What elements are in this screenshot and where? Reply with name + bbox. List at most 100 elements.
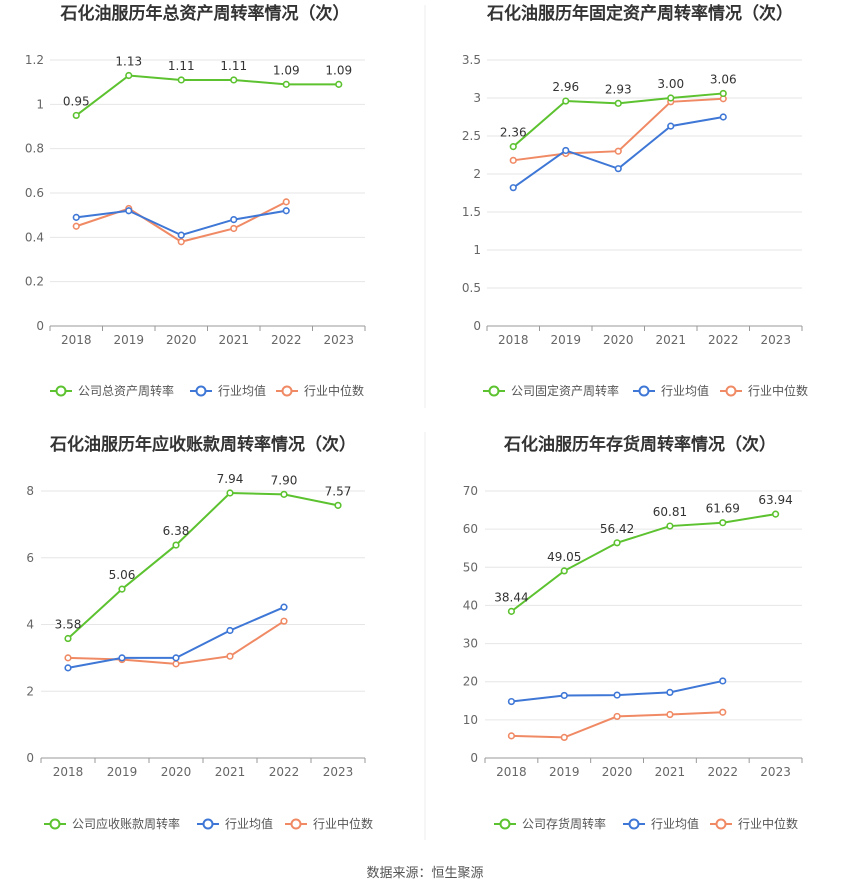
legend-item-median[interactable]: 行业中位数 [720,383,808,398]
data-point-avg[interactable] [118,654,126,662]
data-point-avg[interactable] [280,603,288,611]
legend-item-company[interactable]: 公司固定资产周转率 [483,383,619,398]
data-point-company[interactable] [282,80,290,88]
data-point-company[interactable] [335,80,343,88]
chart-fixed-asset-turnover: 石化油服历年固定资产周转率情况（次） 0 0.5 1 1.5 2 2.5 3 3.5 2018 20… [462,3,808,398]
data-label: 1.09 [325,63,352,77]
data-point-company[interactable] [507,607,516,615]
x-tick-label: 2020 [602,765,633,779]
data-point-median[interactable] [666,710,674,719]
data-label: 7.94 [217,472,244,486]
data-point-company[interactable] [177,76,185,84]
data-point-company[interactable] [118,585,126,593]
data-point-median[interactable] [280,617,288,625]
x-tick-label: 2022 [269,765,300,779]
data-point-avg[interactable] [667,122,675,130]
data-point-median[interactable] [560,733,568,742]
data-point-median[interactable] [613,712,621,721]
data-point-avg[interactable] [507,697,516,706]
legend-marker [202,818,214,830]
data-point-company[interactable] [509,143,517,151]
data-point-avg[interactable] [562,146,570,155]
data-point-avg[interactable] [282,207,290,215]
data-point-company[interactable] [719,89,727,98]
data-point-median[interactable] [226,652,234,660]
data-point-median[interactable] [230,224,238,233]
data-point-avg[interactable] [509,184,517,192]
data-point-company[interactable] [334,501,342,509]
data-point-company[interactable] [614,99,622,107]
legend-item-avg[interactable]: 行业均值 [633,383,709,398]
x-tick-label: 2022 [271,333,302,347]
y-tick-label: 1 [473,243,481,257]
y-tick-label: 2 [473,167,481,181]
data-label: 1.11 [168,59,195,73]
data-point-median[interactable] [282,198,290,206]
data-point-company[interactable] [72,111,80,120]
series-line-company [67,491,339,640]
x-tick-label: 2019 [107,765,138,779]
data-label: 1.11 [220,59,247,73]
legend-item-company[interactable]: 公司存货周转率 [494,816,606,831]
data-point-avg[interactable] [230,216,238,224]
data-point-company[interactable] [172,541,180,549]
x-tick-label: 2018 [61,333,92,347]
data-point-median[interactable] [614,147,622,155]
x-tick-label: 2019 [113,333,144,347]
data-label: 3.00 [657,77,684,91]
data-point-median[interactable] [72,222,80,230]
legend-item-avg[interactable]: 行业均值 [190,383,266,398]
data-point-median[interactable] [177,238,185,246]
data-point-avg[interactable] [72,213,80,221]
legend-item-median[interactable]: 行业中位数 [276,383,364,398]
legend-marker [638,385,650,397]
data-point-avg[interactable] [719,677,727,685]
chart-title: 石化油服历年存货周转率情况（次） [503,434,776,455]
data-point-avg[interactable] [125,207,133,215]
data-point-company[interactable] [562,97,570,105]
legend-item-avg[interactable]: 行业均值 [197,816,273,831]
data-point-median[interactable] [719,708,727,716]
y-tick-label: 0.4 [25,230,44,244]
data-point-company[interactable] [226,489,234,497]
data-point-company[interactable] [719,519,727,527]
legend-label: 行业中位数 [313,816,373,831]
x-tick-label: 2018 [498,333,529,347]
x-tick-label: 2020 [166,333,197,347]
data-point-company[interactable] [280,490,288,498]
data-point-avg[interactable] [177,231,185,239]
data-point-avg[interactable] [560,691,568,700]
data-point-avg[interactable] [614,165,622,173]
data-point-company[interactable] [64,634,72,643]
data-point-avg[interactable] [666,688,674,696]
data-point-company[interactable] [230,76,238,84]
y-tick-label: 6 [26,551,34,565]
data-point-company[interactable] [666,522,674,530]
data-point-company[interactable] [771,510,780,518]
data-point-company[interactable] [125,71,133,80]
legend-item-company[interactable]: 公司总资产周转率 [50,383,174,398]
chart-inventory-turnover: 石化油服历年存货周转率情况（次） 0 10 20 30 40 50 60 70 2018 2019 2… [463,434,803,831]
data-point-company[interactable] [613,539,621,547]
data-point-avg[interactable] [719,113,727,121]
data-point-median[interactable] [64,654,72,662]
data-point-company[interactable] [667,94,675,102]
legend-item-median[interactable]: 行业中位数 [285,816,373,831]
data-point-median[interactable] [172,660,180,668]
legend-label: 行业中位数 [304,383,364,398]
legend-marker [281,385,293,397]
data-point-company[interactable] [560,567,568,575]
data-point-median[interactable] [509,156,517,164]
legend-item-company[interactable]: 公司应收账款周转率 [44,816,180,831]
y-tick-label: 10 [463,713,478,727]
x-tick-label: 2018 [496,765,527,779]
data-point-avg[interactable] [613,691,621,699]
x-tick-label: 2023 [760,765,791,779]
data-point-avg[interactable] [226,626,234,635]
data-point-avg[interactable] [172,654,180,662]
data-point-median[interactable] [507,732,516,740]
legend-item-avg[interactable]: 行业均值 [623,816,699,831]
legend-item-median[interactable]: 行业中位数 [710,816,798,831]
data-point-avg[interactable] [64,664,72,672]
legend-marker [628,818,640,830]
